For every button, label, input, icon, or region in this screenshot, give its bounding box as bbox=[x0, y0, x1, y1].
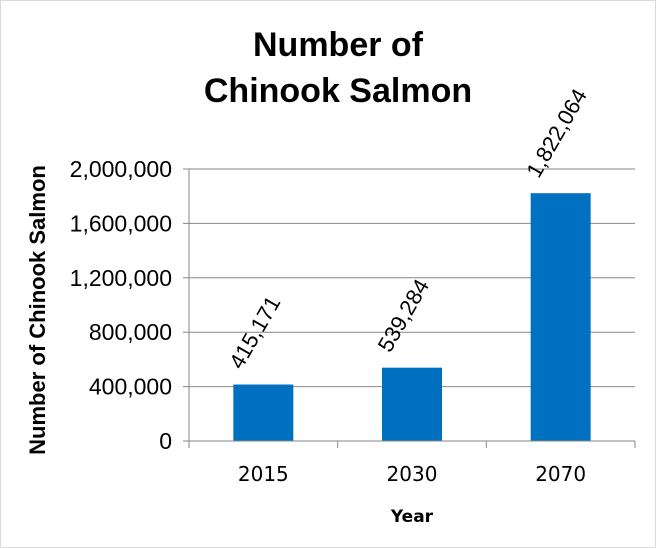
y-tick-label: 0 bbox=[159, 428, 172, 454]
axes bbox=[183, 168, 636, 448]
y-tick-label: 400,000 bbox=[89, 374, 172, 400]
bar-2030 bbox=[382, 367, 442, 441]
bar-2015 bbox=[233, 384, 294, 441]
y-tick-label: 800,000 bbox=[89, 319, 172, 345]
y-tick-labels: 0 400,000 800,000 1,200,000 1,600,000 2,000,0… bbox=[70, 156, 172, 454]
y-axis-label: Number of Chinook Salmon bbox=[25, 165, 50, 455]
y-tick-label: 1,600,000 bbox=[70, 210, 172, 236]
y-tick-label: 1,200,000 bbox=[70, 265, 172, 291]
x-axis-label: Year bbox=[390, 507, 434, 527]
x-tick-label: 2015 bbox=[238, 462, 289, 486]
x-tick-label: 2070 bbox=[535, 462, 586, 486]
chart-title: Number of Chinook Salmon bbox=[204, 26, 472, 110]
bar-2070 bbox=[530, 193, 591, 441]
x-tick-labels: 2015 2030 2070 bbox=[238, 462, 586, 486]
data-label: 539,284 bbox=[373, 275, 434, 356]
x-tick-label: 2030 bbox=[387, 462, 438, 486]
chart-title-line-1: Number of bbox=[253, 26, 424, 64]
chart-title-line-2: Chinook Salmon bbox=[204, 72, 472, 110]
y-tick-label: 2,000,000 bbox=[70, 156, 172, 182]
data-label: 1,822,064 bbox=[521, 84, 592, 181]
bars bbox=[233, 193, 591, 441]
